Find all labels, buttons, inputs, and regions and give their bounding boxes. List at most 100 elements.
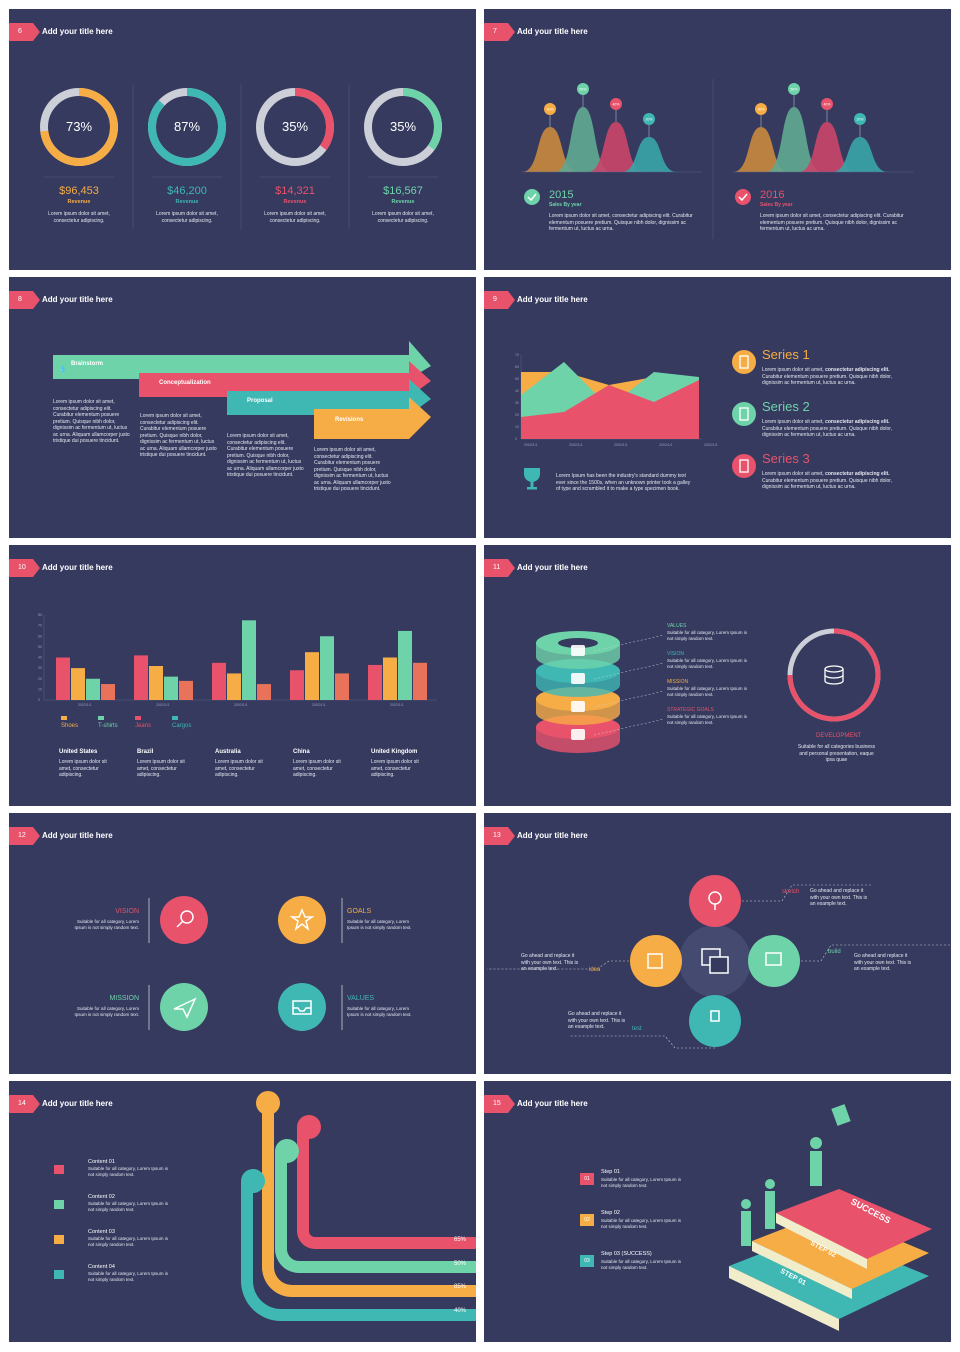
layer-icon [571,645,585,656]
revenue-label: Revenue [391,199,415,205]
bar [212,662,226,700]
percent-label: 65% [454,1237,467,1243]
layer-stack [536,628,881,753]
item-text: Suitable for all category, Lorem Ipsum i… [347,919,412,930]
y-tick: 70 [515,353,519,357]
y-tick: 50 [38,645,42,649]
legend-label: T-shirts [98,723,118,729]
diagram-text: Go ahead and replace it with your own te… [521,953,579,972]
item-text: Suitable for all category, Lorem Ipsum i… [74,1006,139,1017]
country-text: Lorem ipsum dolor sit amet, consectetur … [293,759,341,778]
slide-number: 10 [9,559,40,577]
donut-arc [40,88,118,166]
bar [398,630,412,700]
content-title: Content 03 [88,1229,115,1235]
bar [368,664,382,700]
y-tick: 80 [38,613,42,617]
country-name: Australia [215,749,241,755]
pin-marker [854,113,866,125]
y-tick: 0 [515,437,517,441]
y-tick: 50 [515,377,519,381]
series-icon [732,454,756,478]
revenue-label: Revenue [283,199,307,205]
slide-number: 15 [484,1095,515,1113]
item-title: GOALS [347,908,372,915]
donut-arc [364,88,442,166]
slide-title: Add your title here [517,27,588,36]
slide-number: 14 [9,1095,40,1113]
country-name: Brazil [137,749,154,755]
step-number: 01 [580,1173,594,1185]
slide-title: Add your title here [42,831,113,840]
slide-13: 13 Add your title here sketch build idea… [484,813,951,1074]
revenue-amount: $16,567 [383,185,423,197]
y-tick: 40 [515,389,519,393]
bell-shape [621,137,677,172]
bell-shape [733,127,789,172]
pin-marker [577,83,589,95]
revenue-text: Lorem ipsum dolor sit amet, consectetur … [264,211,326,224]
x-tick: 2002/1/1 [569,443,583,447]
slide-14: 14 Add your title here 65% 50% 85% 40% Conte… [9,1081,476,1342]
bar [86,678,100,700]
bar [413,662,427,700]
books-illustration [729,1104,932,1331]
y-tick: 10 [38,687,42,691]
slide-title: Add your title here [42,27,113,36]
pin-marker [821,98,833,110]
series-text-c: Curabitur elementum posuere pretium. Qui… [762,373,893,387]
donut-percent: 87% [173,119,201,134]
dev-text: Suitable for all categories business and… [797,744,876,763]
item-title: VALUES [347,995,375,1002]
pin-label: 40% [823,103,830,107]
bar [242,620,256,700]
bar [290,670,304,700]
check-icon [524,189,540,205]
donut-arc [256,88,334,166]
country-text: Lorem ipsum dolor sit amet, consectetur … [137,759,185,778]
item-title: MISSION [109,995,139,1002]
bar [71,668,85,700]
bar [149,666,163,700]
layer-text: Suitable for all category, Lorem Ipsum i… [667,658,747,669]
layer-title: MISSION [667,679,689,685]
series-text-c: Curabitur elementum posuere pretium. Qui… [762,477,893,491]
y-tick: 0 [38,698,40,702]
bar [134,655,148,700]
year-label: 2015 [549,189,574,201]
bell-shape [588,122,644,172]
percent-label: 50% [454,1261,467,1267]
revenue-amount: $96,453 [59,185,99,197]
slide-title: Add your title here [517,831,588,840]
bell-shape [799,122,855,172]
slide-7: 7 Add your title here 30% 50% 40% 20% 30% 50%… [484,9,951,270]
y-tick: 60 [515,365,519,369]
pin-label: 30% [546,108,553,112]
step-title: Step 01 [601,1169,620,1175]
svg-text:💧: 💧 [59,365,66,373]
slide-title: Add your title here [517,1099,588,1108]
pin-marker [788,83,800,95]
content-marker [54,1200,64,1209]
donut-percent: 35% [281,119,309,134]
pin-label: 50% [579,88,586,92]
series-text: Lorem ipsum dolor sit amet, consectetur … [762,419,902,439]
step-label: Revisions [335,417,364,423]
bar [320,636,334,700]
slide-number: 7 [484,23,515,41]
pin-label: 40% [612,103,619,107]
legend-swatch [172,716,178,720]
y-tick: 70 [38,624,42,628]
pin-label: 20% [856,118,863,122]
bell-shape [766,107,822,172]
slide-6: 6 Add your title here 73% $96,453 Revenue L… [9,9,476,270]
diagram-text: Go ahead and replace it with your own te… [854,953,912,972]
slide-title: Add your title here [42,295,113,304]
country-text: Lorem ipsum dolor sit amet, consectetur … [215,759,263,778]
legend-swatch [61,716,67,720]
country-text: Lorem ipsum dolor sit amet, consectetur … [59,759,107,778]
layer-title: VISION [667,651,684,657]
percent-label: 40% [454,1308,467,1314]
revenue-label: Revenue [175,199,199,205]
series-icon [732,402,756,426]
